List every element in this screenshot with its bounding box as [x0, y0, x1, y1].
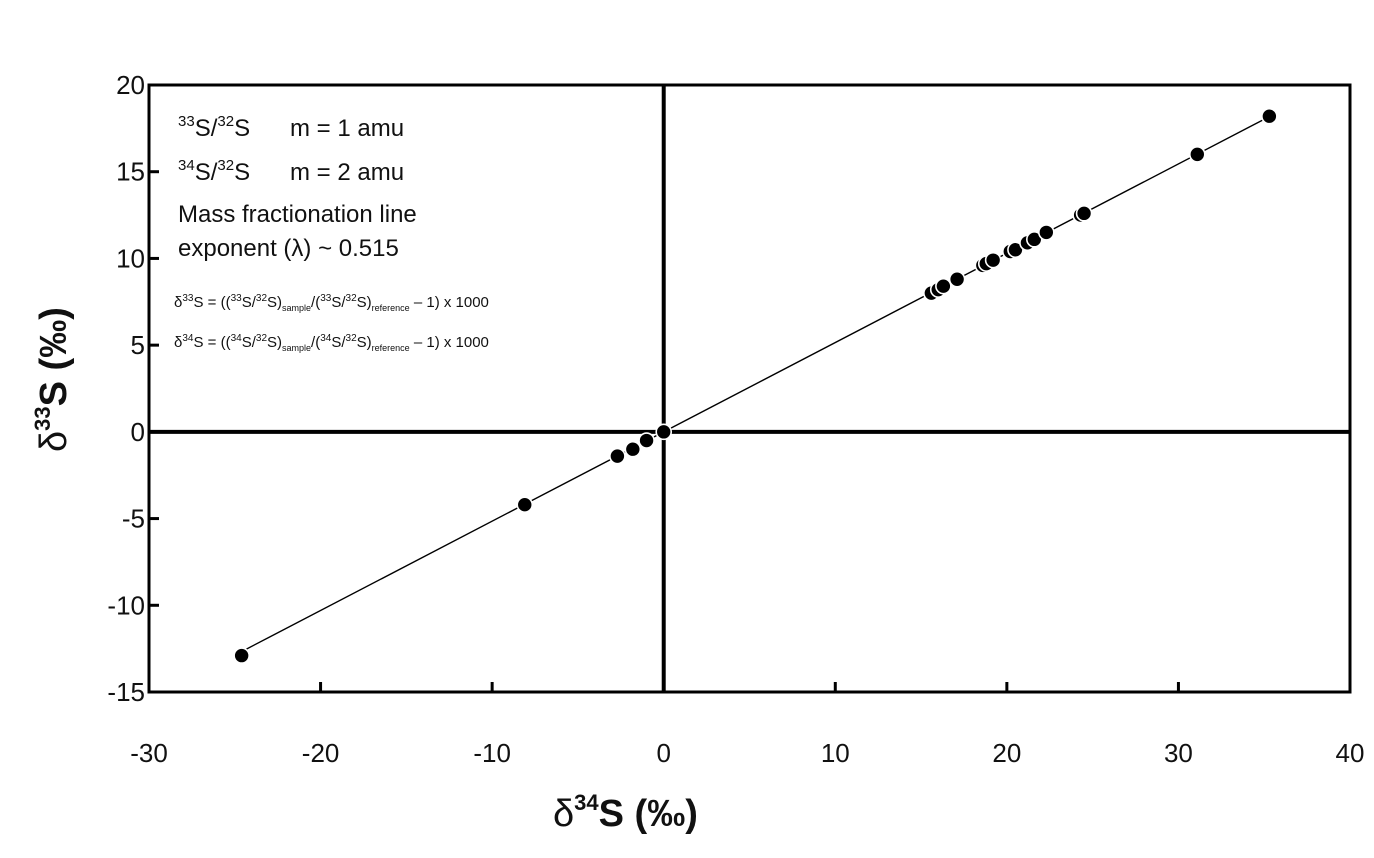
y-tick-label: -10: [107, 590, 145, 620]
x-tick-label: 0: [656, 738, 670, 768]
annotation-line-4: exponent (λ) ~ 0.515: [178, 235, 399, 262]
y-tick-label: -5: [122, 504, 145, 534]
x-tick-label: 30: [1164, 738, 1193, 768]
axis-tick-labels: -30 -20 -10 0 10 20 30 40 -15 -10 -5 0 5 10 15 20: [107, 70, 1364, 768]
data-point: [984, 251, 1002, 269]
x-tick-label: -10: [473, 738, 511, 768]
annotation-line-1: 33S/32S m = 1 amu: [178, 113, 404, 142]
plot-frame: [147, 83, 1352, 694]
y-axis-title: δ33S (‰): [30, 307, 75, 452]
y-tick-label: 20: [116, 70, 145, 100]
x-tick-label: -20: [302, 738, 340, 768]
x-tick-label: -30: [130, 738, 168, 768]
x-tick-label: 10: [821, 738, 850, 768]
formula-delta34: δ34S = ((34S/32S)sample/(34S/32S)referen…: [174, 333, 489, 353]
axis-ticks: [147, 83, 1352, 694]
y-tick-label: 10: [116, 243, 145, 273]
mass-fractionation-line: [241, 115, 1270, 653]
data-point: [948, 270, 966, 288]
x-axis-title: δ34S (‰): [553, 790, 698, 835]
data-point: [609, 447, 626, 465]
y-tick-label: 5: [131, 330, 145, 360]
y-tick-label: -15: [107, 677, 145, 707]
data-points: [233, 107, 1278, 664]
data-point: [1075, 205, 1093, 222]
annotation-line-3: Mass fractionation line: [178, 201, 417, 228]
data-point: [1189, 146, 1206, 163]
x-tick-label: 20: [992, 738, 1021, 768]
data-point: [624, 440, 642, 458]
data-point: [638, 432, 655, 449]
data-point: [233, 647, 250, 664]
data-point: [516, 496, 534, 513]
formula-delta33: δ33S = ((33S/32S)sample/(33S/32S)referen…: [174, 293, 489, 313]
y-tick-label: 15: [116, 157, 145, 187]
y-tick-label: 0: [131, 417, 145, 447]
annotation-line-2: 34S/32S m = 2 amu: [178, 157, 404, 186]
data-point: [1261, 107, 1278, 125]
data-point: [1038, 224, 1055, 241]
data-point: [655, 423, 673, 441]
x-tick-label: 40: [1336, 738, 1365, 768]
data-point: [935, 277, 952, 295]
